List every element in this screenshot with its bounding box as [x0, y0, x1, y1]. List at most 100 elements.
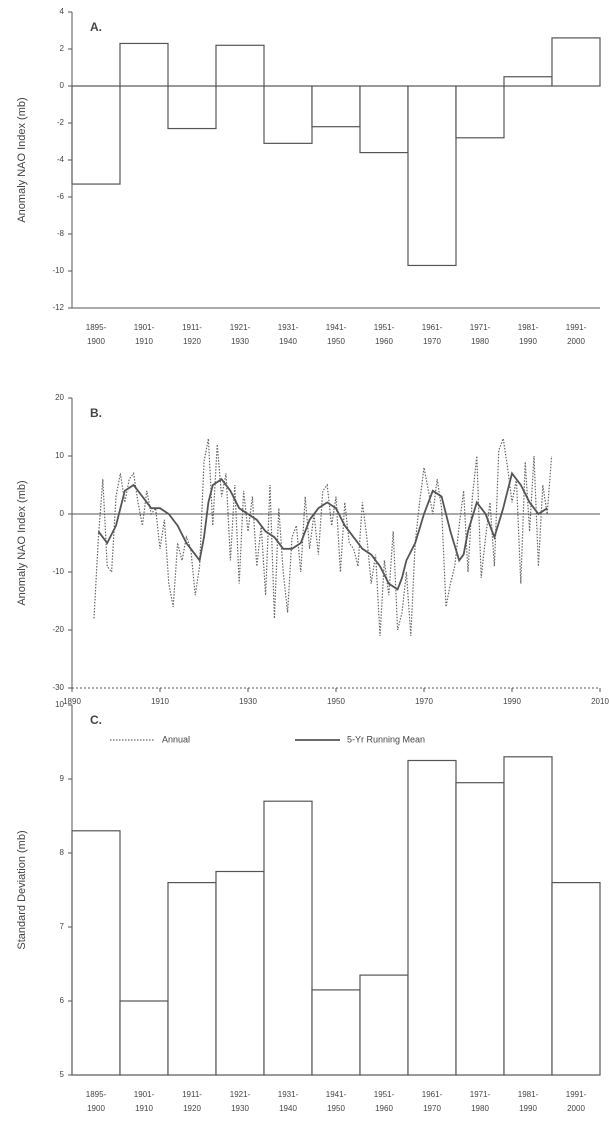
- y-tick-label: -30: [52, 683, 64, 692]
- bar: [455, 85, 505, 139]
- bar: [359, 974, 409, 1076]
- x-tick-label-line: 1961-: [422, 323, 443, 332]
- x-tick-label: 1931- 1940: [278, 323, 299, 346]
- x-tick-label-line: 1940: [279, 1104, 297, 1113]
- x-tick-label: 1931- 1940: [278, 1090, 299, 1113]
- x-tick-label-line: 1970: [423, 337, 441, 346]
- y-tick-label: 10: [55, 451, 64, 460]
- x-tick-label: 1961- 1970: [422, 323, 443, 346]
- y-tick-label: 6: [60, 996, 65, 1005]
- x-tick-label: 2010: [591, 697, 609, 706]
- x-tick-label-line: 1941-: [326, 323, 347, 332]
- legend-label: 5-Yr Running Mean: [347, 734, 425, 744]
- panel-label: A.: [90, 20, 102, 34]
- y-tick-label: -8: [57, 229, 65, 238]
- x-tick-label-line: 1921-: [230, 1090, 251, 1099]
- x-tick-label: 1921- 1930: [230, 1090, 251, 1113]
- x-tick-label: 1910: [151, 697, 169, 706]
- x-tick-label: 1890: [63, 697, 81, 706]
- y-tick-label: -20: [52, 625, 64, 634]
- y-tick-label: 9: [60, 774, 65, 783]
- x-tick-label-line: 1911-: [182, 323, 202, 332]
- y-tick-label: -10: [52, 567, 64, 576]
- x-tick-label-line: 1980: [471, 337, 489, 346]
- y-tick-label: -10: [52, 266, 64, 275]
- x-tick-label-line: 1921-: [230, 323, 251, 332]
- x-tick-label-line: 1910: [135, 337, 153, 346]
- x-tick-label-line: 1990: [519, 337, 537, 346]
- y-axis-label: Standard Deviation (mb): [16, 830, 28, 949]
- x-tick-label: 1981- 1990: [518, 323, 539, 346]
- x-tick-label: 1941- 1950: [326, 323, 347, 346]
- x-tick-label-line: 1911-: [182, 1090, 202, 1099]
- y-tick-label: 5: [60, 1070, 65, 1079]
- x-tick-label-line: 1971-: [470, 1090, 491, 1099]
- x-tick-label: 1901- 1910: [134, 323, 155, 346]
- x-tick-label-line: 1991-: [566, 1090, 587, 1099]
- y-tick-label: -4: [57, 155, 65, 164]
- panel: Anomaly NAO Index (mb) A. -12 -10 -8 -6 -4 -2 0 2…: [16, 7, 601, 346]
- x-tick-label-line: 1961-: [422, 1090, 443, 1099]
- x-tick-label-line: 2000: [567, 337, 585, 346]
- bar: [455, 782, 505, 1076]
- x-tick-label-line: 1960: [375, 1104, 393, 1113]
- y-axis-label: Anomaly NAO Index (mb): [16, 97, 28, 222]
- x-tick-label: 1991- 2000: [566, 323, 587, 346]
- y-tick-label: 0: [60, 81, 65, 90]
- x-tick-label-line: 1940: [279, 337, 297, 346]
- legend-label: Annual: [162, 734, 190, 744]
- y-tick-label: 20: [55, 393, 64, 402]
- x-tick-label-line: 1960: [375, 337, 393, 346]
- x-tick-label-line: 1930: [231, 1104, 249, 1113]
- x-tick-label-line: 1931-: [278, 1090, 299, 1099]
- bar: [311, 989, 361, 1076]
- x-tick-label-line: 1901-: [134, 323, 155, 332]
- y-tick-label: 4: [60, 7, 65, 16]
- x-tick-label-line: 1910: [135, 1104, 153, 1113]
- bar: [263, 85, 313, 144]
- panel-label: B.: [90, 406, 102, 420]
- bar: [263, 800, 313, 1076]
- y-tick-label: 2: [60, 44, 65, 53]
- x-tick-label: 1971- 1980: [470, 323, 491, 346]
- bar: [503, 756, 553, 1076]
- x-tick-label-line: 1895-: [86, 323, 107, 332]
- x-tick-label: 1911- 1920: [182, 1090, 202, 1113]
- x-tick-label: 1941- 1950: [326, 1090, 347, 1113]
- x-tick-label-line: 1951-: [374, 323, 395, 332]
- panel-label: C.: [90, 713, 102, 727]
- bar: [71, 830, 121, 1076]
- x-tick-label: 1970: [415, 697, 433, 706]
- x-tick-label-line: 1930: [231, 337, 249, 346]
- bar: [407, 85, 457, 267]
- x-tick-label-line: 2000: [567, 1104, 585, 1113]
- bar: [215, 870, 265, 1076]
- bar: [503, 76, 553, 87]
- x-tick-label-line: 1931-: [278, 323, 299, 332]
- x-tick-label-line: 1920: [183, 337, 201, 346]
- bar: [215, 44, 265, 87]
- x-tick-label-line: 1950: [327, 1104, 345, 1113]
- x-tick-label-line: 1951-: [374, 1090, 395, 1099]
- bar: [551, 881, 601, 1076]
- x-tick-label: 1991- 2000: [566, 1090, 587, 1113]
- bar: [119, 42, 169, 87]
- x-tick-label: 1951- 1960: [374, 323, 395, 346]
- bar: [71, 85, 121, 185]
- y-tick-label: 7: [60, 922, 65, 931]
- series-line: [97, 471, 548, 591]
- x-tick-label: 1981- 1990: [518, 1090, 539, 1113]
- y-tick-label: 8: [60, 848, 65, 857]
- x-tick-label-line: 1900: [87, 337, 105, 346]
- x-tick-label: 1950: [327, 697, 345, 706]
- x-tick-label: 1895- 1900: [86, 323, 107, 346]
- y-tick-label: 0: [60, 509, 65, 518]
- x-tick-label-line: 1895-: [86, 1090, 107, 1099]
- x-tick-label: 1901- 1910: [134, 1090, 155, 1113]
- panel: Standard Deviation (mb) C. 5 6 7 8 9 10 1895- 190…: [16, 700, 601, 1113]
- x-tick-label: 1911- 1920: [182, 323, 202, 346]
- x-tick-label-line: 1980: [471, 1104, 489, 1113]
- x-tick-label: 1895- 1900: [86, 1090, 107, 1113]
- panel: Anomaly NAO Index (mb) B. -30 -20 -10 0 10 20 18…: [16, 393, 609, 744]
